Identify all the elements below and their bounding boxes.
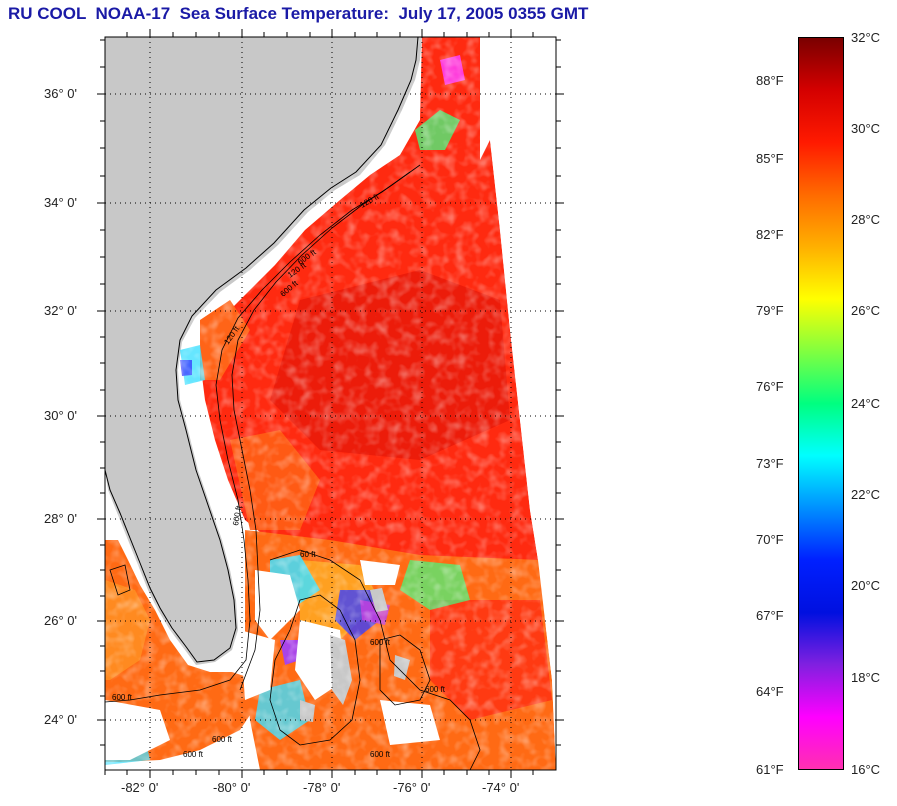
isobath-label: 600 ft	[212, 735, 233, 744]
colorbar-celsius-label: 26°C	[851, 303, 881, 318]
colorbar-fahrenheit-label: 61°F	[756, 762, 784, 777]
lat-label: 34° 0'	[44, 195, 77, 210]
lat-label: 26° 0'	[44, 613, 77, 628]
lon-label: -82° 0'	[121, 780, 159, 795]
lon-label: -78° 0'	[303, 780, 341, 795]
colorbar-celsius-label: 32°C	[851, 30, 881, 45]
colorbar-fahrenheit-label: 67°F	[756, 608, 784, 623]
lat-label: 28° 0'	[44, 511, 77, 526]
lat-label: 36° 0'	[44, 86, 77, 101]
lon-label: -76° 0'	[393, 780, 431, 795]
isobath-label: 600 ft	[231, 504, 243, 526]
isobath-label: 600 ft	[425, 685, 446, 694]
isobath-label: 600 ft	[183, 750, 204, 759]
colorbar-celsius-label: 22°C	[851, 487, 881, 502]
temperature-colorbar	[798, 37, 844, 770]
isobath-label: 60 ft	[300, 550, 316, 559]
lat-label: 24° 0'	[44, 712, 77, 727]
colorbar-celsius-label: 18°C	[851, 670, 881, 685]
lat-lon-grid	[105, 37, 556, 770]
colorbar-fahrenheit-label: 85°F	[756, 151, 784, 166]
map-frame	[104, 36, 557, 771]
colorbar-celsius-label: 28°C	[851, 212, 881, 227]
lon-label: -74° 0'	[482, 780, 520, 795]
isobath-label: 600 ft	[370, 638, 391, 647]
page-title: RU COOL NOAA-17 Sea Surface Temperature:…	[8, 4, 589, 23]
colorbar-celsius-label: 20°C	[851, 578, 881, 593]
colorbar-fahrenheit-label: 70°F	[756, 532, 784, 547]
colorbar-fahrenheit-label: 79°F	[756, 303, 784, 318]
colorbar-celsius-label: 30°C	[851, 121, 881, 136]
colorbar-celsius-label: 16°C	[851, 762, 881, 777]
isobath-label: 600 ft	[370, 750, 391, 759]
colorbar-fahrenheit-label: 88°F	[756, 73, 784, 88]
isobath-label: 600 ft	[112, 693, 133, 702]
colorbar-fahrenheit-label: 82°F	[756, 227, 784, 242]
colorbar-fahrenheit-label: 73°F	[756, 456, 784, 471]
colorbar-celsius-label: 24°C	[851, 396, 881, 411]
colorbar-fahrenheit-label: 76°F	[756, 379, 784, 394]
axis-ticks	[97, 29, 564, 778]
lon-label: -80° 0'	[213, 780, 251, 795]
lat-label: 32° 0'	[44, 303, 77, 318]
lat-label: 30° 0'	[44, 408, 77, 423]
colorbar-fahrenheit-label: 64°F	[756, 684, 784, 699]
